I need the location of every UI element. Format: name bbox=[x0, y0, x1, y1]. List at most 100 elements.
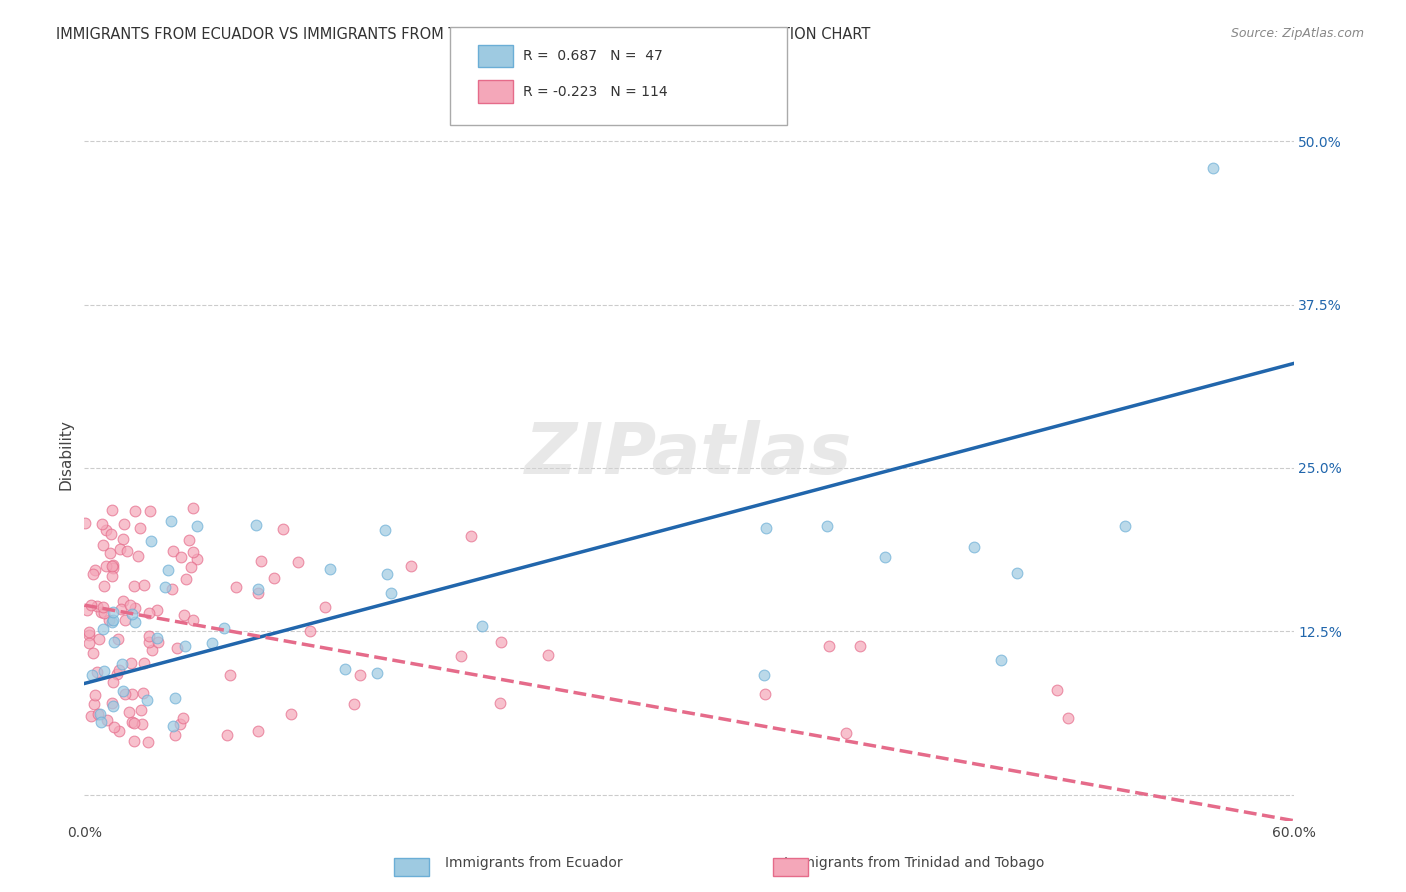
Point bbox=[111, 532, 134, 546]
Point bbox=[963, 541, 986, 555]
Point bbox=[1056, 710, 1078, 724]
Point bbox=[273, 523, 295, 537]
Point bbox=[124, 615, 146, 629]
Point bbox=[162, 543, 184, 558]
Point bbox=[82, 667, 104, 681]
Point bbox=[366, 665, 388, 680]
Point bbox=[83, 563, 105, 577]
Point bbox=[118, 599, 141, 613]
Point bbox=[835, 725, 858, 739]
Point bbox=[848, 640, 870, 654]
Point bbox=[169, 716, 191, 731]
Point bbox=[110, 602, 132, 616]
Point bbox=[450, 649, 472, 664]
Point bbox=[201, 636, 224, 650]
Point bbox=[990, 653, 1012, 667]
Point bbox=[166, 641, 188, 656]
Point bbox=[76, 602, 98, 616]
Point bbox=[107, 723, 129, 738]
Point bbox=[280, 706, 302, 721]
Point bbox=[91, 600, 114, 615]
Point bbox=[94, 558, 117, 573]
Point bbox=[101, 568, 124, 582]
Point bbox=[160, 582, 183, 596]
Point bbox=[129, 521, 152, 535]
Point bbox=[186, 519, 208, 533]
Point bbox=[245, 518, 267, 533]
Point bbox=[89, 706, 111, 721]
Point bbox=[141, 642, 163, 657]
Point bbox=[218, 668, 240, 682]
Point bbox=[169, 549, 191, 564]
Point bbox=[875, 550, 897, 565]
Point bbox=[349, 668, 371, 682]
Point bbox=[121, 687, 143, 701]
Point bbox=[82, 566, 104, 581]
Point bbox=[163, 690, 186, 705]
Point bbox=[186, 551, 208, 566]
Text: R =  0.687   N =  47: R = 0.687 N = 47 bbox=[523, 49, 662, 63]
Point bbox=[249, 554, 271, 568]
Point bbox=[79, 709, 101, 723]
Point bbox=[80, 599, 103, 613]
Point bbox=[181, 501, 204, 516]
Point bbox=[181, 613, 204, 627]
Point bbox=[136, 692, 159, 706]
Point bbox=[343, 698, 366, 712]
Point bbox=[183, 545, 205, 559]
Point bbox=[138, 734, 160, 748]
Point bbox=[90, 715, 112, 730]
Point bbox=[134, 656, 156, 670]
Point bbox=[93, 579, 115, 593]
Point bbox=[172, 711, 194, 725]
Point bbox=[818, 640, 841, 654]
Point bbox=[82, 646, 104, 660]
Point bbox=[489, 634, 512, 648]
Point bbox=[86, 599, 108, 614]
Point bbox=[246, 586, 269, 600]
Point bbox=[108, 663, 131, 677]
Point bbox=[114, 687, 136, 701]
Point bbox=[101, 615, 124, 629]
Point bbox=[79, 625, 101, 640]
Point bbox=[90, 517, 112, 532]
Point bbox=[124, 504, 146, 518]
Point bbox=[112, 683, 135, 698]
Point bbox=[122, 716, 145, 731]
Point bbox=[101, 613, 124, 627]
Point bbox=[105, 666, 128, 681]
Point bbox=[87, 706, 110, 721]
Point bbox=[115, 544, 138, 558]
Point bbox=[118, 705, 141, 719]
Point bbox=[138, 606, 160, 620]
Point bbox=[537, 648, 560, 662]
Point bbox=[101, 698, 124, 713]
Point bbox=[101, 503, 124, 517]
Point bbox=[98, 545, 121, 559]
Point bbox=[399, 558, 422, 573]
Point bbox=[246, 723, 269, 738]
Point bbox=[298, 624, 321, 638]
Point bbox=[111, 657, 134, 671]
Point bbox=[131, 716, 153, 731]
Point bbox=[84, 688, 107, 702]
Point bbox=[101, 561, 124, 575]
Point bbox=[488, 696, 510, 710]
Point bbox=[138, 634, 160, 648]
Point bbox=[91, 538, 114, 552]
Point bbox=[162, 719, 184, 733]
Point bbox=[179, 533, 201, 548]
Point bbox=[460, 528, 482, 542]
Point bbox=[754, 687, 776, 701]
Point bbox=[127, 549, 149, 563]
Point bbox=[263, 571, 285, 585]
Point bbox=[173, 607, 195, 622]
Point bbox=[1114, 519, 1136, 533]
Point bbox=[1045, 682, 1067, 697]
Y-axis label: Disability: Disability bbox=[59, 419, 75, 491]
Point bbox=[471, 619, 494, 633]
Point bbox=[174, 572, 197, 586]
Point bbox=[121, 607, 143, 622]
Point bbox=[93, 665, 115, 679]
Point bbox=[314, 600, 336, 615]
